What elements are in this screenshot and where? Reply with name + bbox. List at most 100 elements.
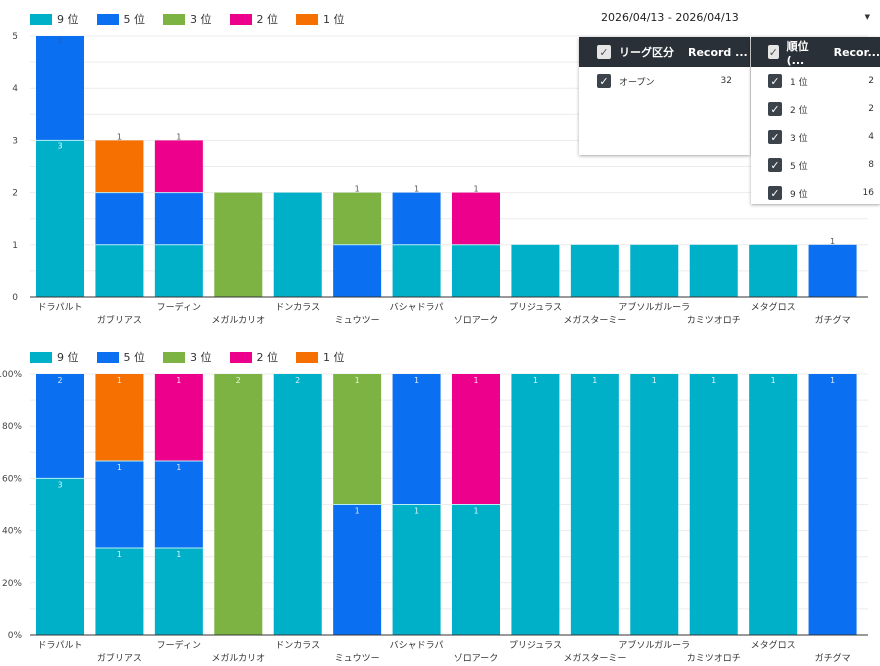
data-label: 1 — [830, 376, 835, 385]
checkbox-checked[interactable]: ✓ — [768, 102, 782, 116]
bar-segment — [95, 244, 144, 297]
y-tick-label: 0 — [12, 293, 18, 303]
x-tick-label: バシャドラパ — [390, 302, 444, 313]
data-label: 1 — [414, 376, 419, 385]
x-tick-label: ガチグマ — [815, 652, 851, 664]
x-tick-label: アブソルガルーラ — [618, 301, 690, 313]
legend-item[interactable]: 2 位 — [229, 11, 278, 27]
filter-row[interactable]: ✓ 5 位 8 — [751, 151, 880, 179]
data-label: 2 — [236, 376, 241, 385]
legend-label: 1 位 — [323, 13, 345, 26]
x-tick-label: メタグロス — [751, 301, 796, 313]
filter-row-value: 32 — [720, 76, 732, 86]
checkbox-checked[interactable]: ✓ — [768, 158, 782, 172]
bar-segment — [95, 140, 144, 193]
x-tick-label: バシャドラパ — [390, 640, 444, 651]
x-tick-label: メガルカリオ — [211, 653, 265, 664]
filter-row-label: オープン — [619, 77, 655, 88]
bar-segment — [452, 192, 500, 245]
data-label: 1 — [830, 237, 835, 246]
data-label: 1 — [414, 507, 419, 516]
filter-row-label: 9 位 — [790, 189, 808, 200]
bar-segment — [154, 461, 203, 548]
bar-segment — [452, 504, 500, 635]
checkbox-checked[interactable]: ✓ — [768, 74, 782, 88]
bar-segment — [689, 244, 738, 297]
data-label: 1 — [355, 185, 360, 194]
legend-item[interactable]: 5 位 — [96, 349, 145, 365]
x-tick-label: メガスターミー — [563, 315, 626, 326]
bar-segment — [214, 192, 263, 297]
date-range-value: 2026/04/13 - 2026/04/13 — [601, 10, 739, 24]
x-tick-label: ドンカラス — [275, 640, 320, 651]
rank-header-label: 順位 (... — [786, 39, 809, 67]
data-label: 1 — [176, 550, 181, 559]
legend-item[interactable]: 9 位 — [30, 349, 79, 365]
legend-item[interactable]: 5 位 — [96, 11, 145, 27]
bar-segment — [630, 374, 679, 635]
data-label: 3 — [57, 480, 62, 489]
bar-segment — [570, 374, 619, 635]
bar-segment — [154, 374, 203, 461]
bar-segment — [95, 548, 144, 635]
data-label: 1 — [592, 376, 597, 385]
legend-item[interactable]: 3 位 — [163, 11, 212, 27]
legend-item[interactable]: 2 位 — [229, 349, 278, 365]
bar-segment — [36, 36, 84, 141]
x-tick-label: ゾロアーク — [454, 653, 498, 664]
legend-label: 9 位 — [57, 13, 79, 26]
select-all-checkbox[interactable]: ✓ — [768, 45, 779, 59]
checkbox-checked[interactable]: ✓ — [597, 74, 611, 88]
legend-item[interactable]: 9 位 — [30, 11, 79, 27]
filter-row[interactable]: ✓ 2 位 2 — [751, 95, 880, 123]
legend-label: 3 位 — [190, 13, 212, 26]
checkbox-checked[interactable]: ✓ — [768, 186, 782, 200]
league-header-metric: Record ... — [688, 45, 748, 59]
filter-row-value: 16 — [862, 188, 874, 198]
legend-swatch — [229, 13, 252, 25]
data-label: 1 — [176, 463, 181, 472]
bar-segment — [630, 244, 679, 297]
filter-row-value: 4 — [868, 132, 874, 142]
x-tick-label: カミツオロチ — [687, 315, 741, 326]
filter-row[interactable]: ✓ 9 位 16 — [751, 179, 880, 207]
bar-segment — [689, 374, 738, 635]
x-tick-label: ドラパルト — [38, 302, 83, 313]
legend-swatch — [229, 351, 252, 363]
league-filter-panel: ✓ リーグ区分 Record ... ✓ オープン 32 — [579, 37, 750, 155]
x-tick-label: アブソルガルーラ — [618, 639, 690, 651]
legend-label: 3 位 — [190, 351, 212, 364]
x-tick-label: メガルカリオ — [211, 315, 265, 326]
bar-segment — [570, 244, 619, 297]
y-tick-label: 20% — [2, 579, 22, 589]
legend-swatch — [30, 351, 52, 363]
filter-row[interactable]: ✓ 3 位 4 — [751, 123, 880, 151]
legend-item[interactable]: 1 位 — [296, 11, 345, 27]
x-tick-label: メタグロス — [751, 639, 796, 651]
filter-row[interactable]: ✓ オープン 32 — [579, 67, 750, 95]
legend-swatch — [96, 351, 119, 363]
legend-swatch — [296, 13, 318, 25]
x-tick-label: カミツオロチ — [687, 653, 741, 664]
bar-segment — [154, 548, 203, 635]
x-tick-label: フーディン — [157, 301, 201, 313]
data-label: 2 — [295, 376, 300, 385]
legend-label: 1 位 — [323, 351, 345, 364]
date-range-picker[interactable]: 2026/04/13 - 2026/04/13 ▼ — [579, 0, 880, 34]
x-tick-label: ガチグマ — [815, 314, 851, 326]
y-tick-label: 80% — [2, 422, 22, 432]
bar-segment — [154, 244, 203, 297]
x-tick-label: プリジュラス — [509, 302, 562, 313]
filter-row-value: 2 — [868, 104, 874, 114]
y-tick-label: 4 — [12, 84, 18, 94]
filter-row-value: 2 — [868, 76, 874, 86]
legend-item[interactable]: 3 位 — [163, 349, 212, 365]
filter-row-label: 3 位 — [790, 133, 808, 144]
data-label: 1 — [117, 463, 122, 472]
bar-segment — [333, 504, 382, 635]
checkbox-checked[interactable]: ✓ — [768, 130, 782, 144]
select-all-checkbox[interactable]: ✓ — [597, 45, 611, 59]
filter-row[interactable]: ✓ 1 位 2 — [751, 67, 880, 95]
legend-item[interactable]: 1 位 — [296, 349, 345, 365]
bar-segment — [749, 374, 798, 635]
